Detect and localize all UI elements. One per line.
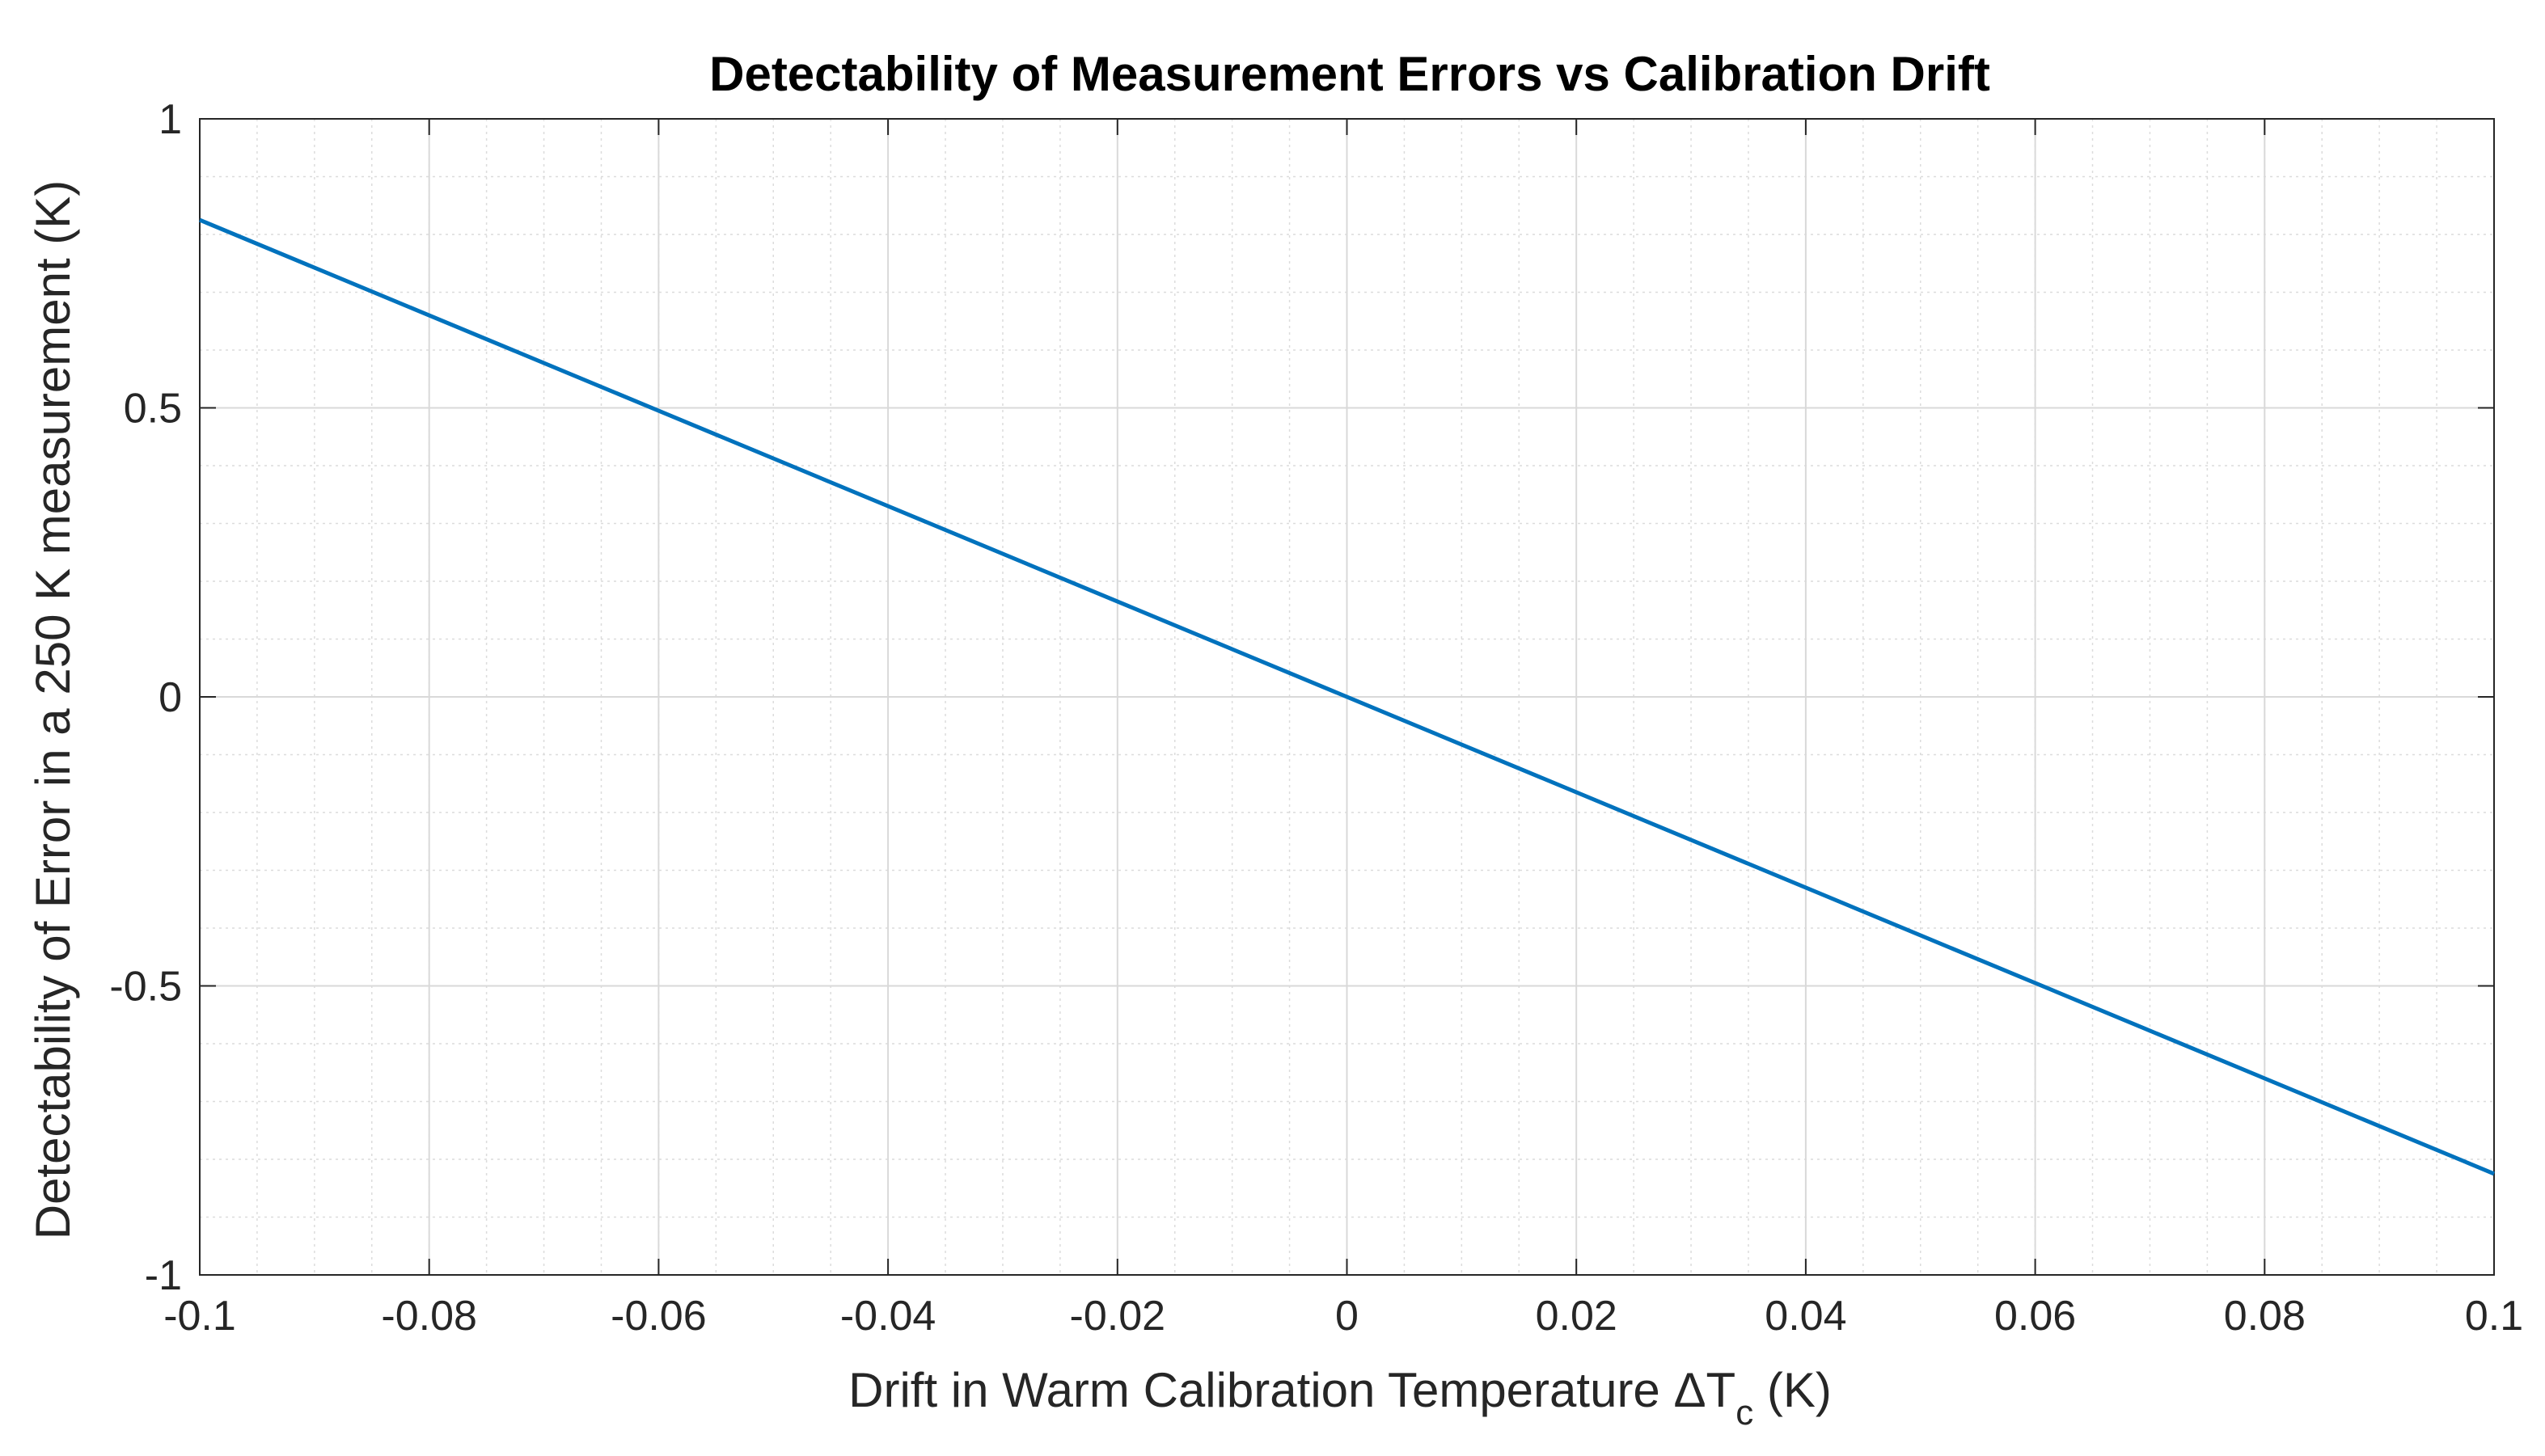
y-tick-label: -1: [145, 1252, 182, 1299]
x-tick-label: 0.04: [1765, 1293, 1846, 1340]
x-tick-label: 0.06: [1994, 1293, 2076, 1340]
x-tick-label: 0.02: [1536, 1293, 1617, 1340]
x-tick-label: 0.08: [2224, 1293, 2306, 1340]
x-axis-label: Drift in Warm Calibration Temperature ΔT…: [848, 1363, 1832, 1433]
y-tick-label: -0.5: [109, 964, 182, 1011]
y-tick-labels: -1 -0.5 0 0.5 1: [109, 96, 182, 1299]
y-tick-label: 1: [159, 96, 182, 143]
x-tick-label: -0.02: [1070, 1293, 1166, 1340]
x-tick-label: -0.08: [381, 1293, 477, 1340]
y-axis-label: Detectability of Error in a 250 K measur…: [26, 180, 80, 1240]
x-tick-label: -0.04: [840, 1293, 936, 1340]
y-tick-label: 0.5: [124, 386, 182, 433]
x-axis-label-unit: (K): [1753, 1363, 1832, 1417]
x-tick-label: -0.06: [611, 1293, 707, 1340]
x-tick-label: 0: [1335, 1293, 1359, 1340]
series-layer: [199, 217, 2495, 1176]
chart-title: Detectability of Measurement Errors vs C…: [709, 47, 1990, 101]
x-axis-label-subscript: c: [1735, 1393, 1753, 1433]
x-tick-label: 0.1: [2465, 1293, 2523, 1340]
x-tick-label: -0.1: [163, 1293, 236, 1340]
y-tick-label: 0: [159, 674, 182, 721]
x-tick-labels: -0.1 -0.08 -0.06 -0.04 -0.02 0 0.02 0.04 0.06 0.0…: [163, 1293, 2523, 1340]
x-axis-label-text: Drift in Warm Calibration Temperature ΔT: [848, 1363, 1735, 1417]
tick-marks: [199, 118, 2495, 1276]
series-line-detectability: [199, 217, 2495, 1176]
